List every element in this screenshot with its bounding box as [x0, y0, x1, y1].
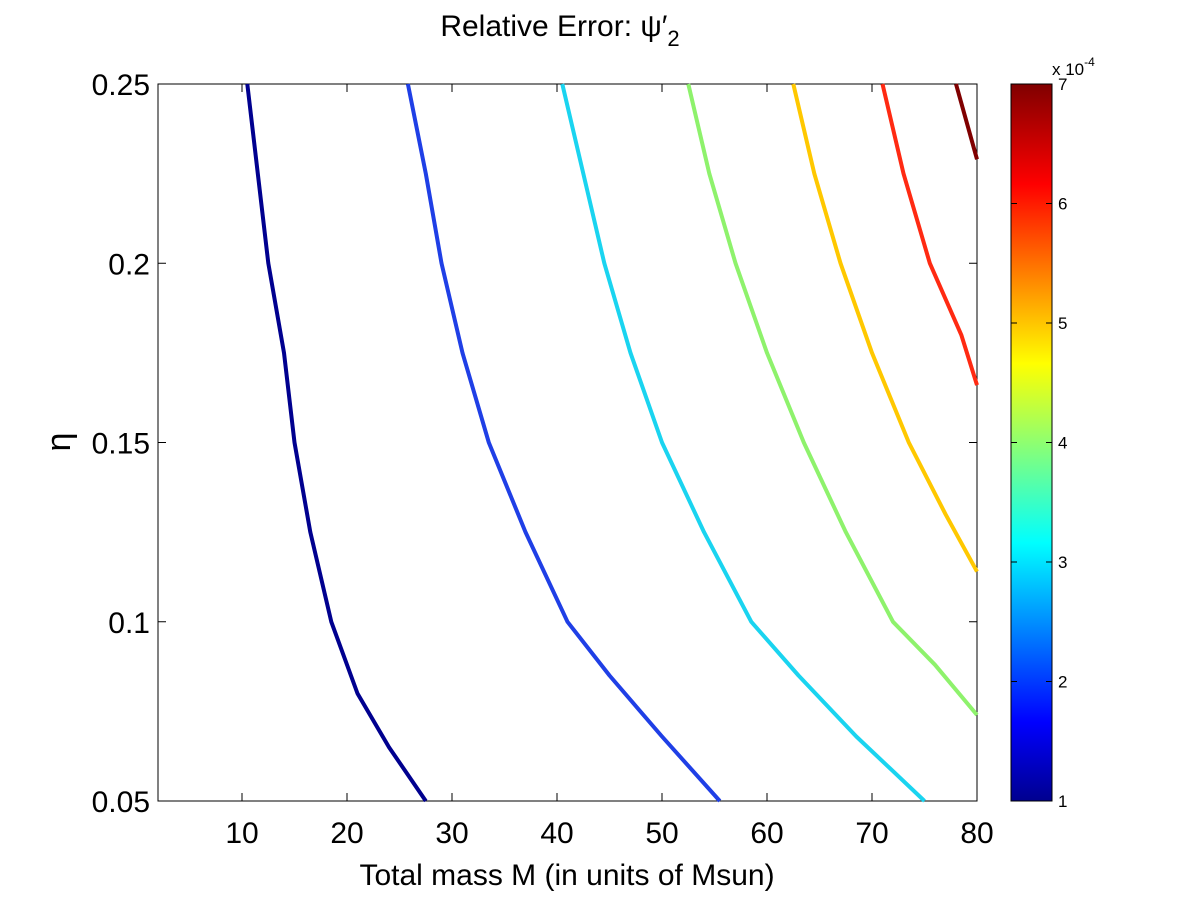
contour-line-level-5 [791, 83, 979, 573]
x-tick-label: 50 [645, 817, 678, 850]
x-tick-label: 40 [540, 817, 573, 850]
colorbar-tick-label: 1 [1058, 792, 1067, 811]
contour-line-level-6 [880, 83, 979, 386]
contour-line-level-3 [560, 83, 926, 803]
y-axis-ticks: 0.05 0.1 0.15 0.2 0.25 [92, 69, 977, 819]
colorbar-tick-label: 4 [1058, 434, 1067, 453]
title-subscript: 2 [667, 26, 679, 51]
x-tick-label: 10 [225, 817, 258, 850]
y-tick-label: 0.05 [92, 786, 150, 819]
colorbar-tick-label: 3 [1058, 553, 1067, 572]
contour-line-level-7 [954, 83, 979, 160]
colorbar-ticks: 1 2 3 4 5 6 7 [1011, 75, 1067, 811]
y-tick-label: 0.15 [92, 428, 150, 461]
y-tick-label: 0.2 [108, 248, 150, 281]
y-tick-label: 0.25 [92, 69, 150, 102]
colorbar-exponent: x 10-4 [1052, 55, 1095, 79]
x-tick-label: 60 [750, 817, 783, 850]
colorbar-tick-label: 7 [1058, 75, 1067, 94]
x-tick-label: 30 [435, 817, 468, 850]
y-axis-label: η [40, 433, 78, 452]
x-tick-label: 70 [855, 817, 888, 850]
chart-title: Relative Error: ψ′2 [440, 10, 679, 51]
colorbar [1010, 83, 1053, 802]
x-tick-label: 80 [960, 817, 993, 850]
y-tick-label: 0.1 [108, 607, 150, 640]
contour-lines [245, 83, 979, 803]
contour-line-level-4 [686, 83, 979, 717]
colorbar-tick-label: 6 [1058, 195, 1067, 214]
x-axis-ticks: 10 20 30 40 50 60 70 80 [225, 84, 994, 850]
colorbar-tick-label: 5 [1058, 314, 1067, 333]
x-axis-label: Total mass M (in units of Msun) [359, 859, 774, 892]
contour-line-level-2 [405, 83, 722, 803]
plot-frame [157, 83, 978, 802]
contour-line-level-1 [245, 83, 428, 803]
x-tick-label: 20 [330, 817, 363, 850]
colorbar-tick-label: 2 [1058, 673, 1067, 692]
